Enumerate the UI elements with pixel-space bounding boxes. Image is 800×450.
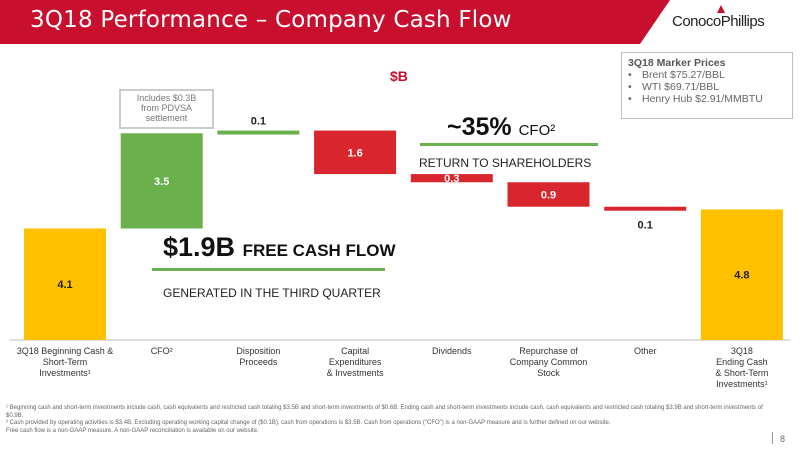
cfo-note-box: Includes $0.3B from PDVSA settlement	[119, 89, 214, 129]
marker-price-brent: Brent $75.27/BBL	[628, 69, 786, 81]
waterfall-bar	[700, 209, 783, 340]
category-label-line: Company Common	[510, 357, 588, 367]
bar-value-label: 3.5	[154, 176, 169, 188]
footer-divider	[772, 432, 773, 444]
waterfall-bar	[217, 130, 300, 135]
marker-prices-title: 3Q18 Marker Prices	[628, 57, 726, 69]
cfo-callout: ~35% CFO²	[447, 113, 555, 142]
category-label-line: Capital	[341, 346, 369, 356]
waterfall-bar	[410, 174, 493, 183]
category-label-line: Dividends	[432, 346, 472, 356]
cfo-label: CFO²	[518, 122, 556, 139]
footnote: ¹ Beginning cash and short-term investme…	[6, 405, 763, 419]
category-label-line: Short-Term	[43, 357, 88, 367]
category-label-line: & Investments	[327, 368, 385, 378]
category-label: CFO²	[151, 346, 173, 356]
company-logo: ConocoPhillips	[672, 5, 765, 30]
waterfall-bar	[604, 206, 687, 211]
footnotes: ¹ Beginning cash and short-term investme…	[6, 405, 776, 435]
cfo-note-line: Includes $0.3B	[136, 93, 197, 103]
bar-value-label: 4.1	[57, 279, 72, 291]
page-title: 3Q18 Performance – Company Cash Flow	[30, 7, 512, 33]
marker-price-henry-hub: Henry Hub $2.91/MMBTU	[628, 93, 786, 105]
bar-value-label: 4.8	[734, 270, 749, 282]
cfo-underline	[420, 143, 598, 146]
category-label: Capital Expenditures & Investments	[327, 346, 385, 378]
category-label-line: Stock	[537, 368, 560, 378]
fcf-callout: $1.9B FREE CASH FLOW	[163, 232, 396, 263]
logo-mark-icon	[717, 5, 725, 13]
marker-price-wti: WTI $69.71/BBL	[628, 81, 786, 93]
category-label-line: Investments¹	[716, 379, 768, 389]
cfo-note-line: from PDVSA	[140, 103, 192, 113]
cfo-note-line: settlement	[145, 113, 188, 123]
category-label-line: 3Q18	[731, 346, 753, 356]
category-label: 3Q18 Beginning Cash & Short-Term Investmen…	[17, 346, 114, 378]
fcf-label: FREE CASH FLOW	[242, 241, 396, 260]
footnote: ² Cash provided by operating activities …	[6, 420, 611, 426]
category-label: 3Q18 Ending Cash & Short-Term Investments¹	[715, 346, 768, 389]
footnote: Free cash flow is a non-GAAP measure. A …	[6, 427, 259, 434]
bar-value-label: 0.1	[638, 220, 653, 232]
category-label: Dividends	[432, 346, 472, 356]
category-label-line: Expenditures	[329, 357, 382, 367]
fcf-subtitle: GENERATED IN THE THIRD QUARTER	[163, 286, 381, 300]
category-label-line: & Short-Term	[715, 368, 768, 378]
cfo-percent: ~35%	[447, 113, 512, 141]
fcf-underline	[152, 268, 385, 271]
category-label-line: Disposition	[236, 346, 280, 356]
bar-value-label: 0.3	[444, 173, 459, 185]
marker-prices-list: Brent $75.27/BBL WTI $69.71/BBL Henry Hu…	[628, 69, 786, 105]
fcf-amount: $1.9B	[163, 232, 236, 262]
category-label-line: 3Q18 Beginning Cash &	[17, 346, 114, 356]
marker-prices-box: 3Q18 Marker Prices Brent $75.27/BBL WTI …	[621, 52, 793, 119]
bar-value-label: 0.1	[251, 116, 266, 128]
category-label-line: Ending Cash	[716, 357, 768, 367]
title-band	[0, 0, 670, 44]
unit-label: $B	[390, 68, 408, 84]
waterfall-bar	[507, 182, 590, 207]
bar-value-label: 1.6	[347, 147, 362, 159]
waterfall-bar	[314, 130, 397, 175]
category-label-line: Proceeds	[239, 357, 278, 367]
cfo-subtitle: RETURN TO SHAREHOLDERS	[419, 156, 592, 170]
category-label-line: Investments¹	[39, 368, 91, 378]
category-label: Repurchase of Company Common Stock	[510, 346, 588, 378]
category-label: Disposition Proceeds	[236, 346, 280, 367]
page-number: 8	[780, 434, 786, 444]
waterfall-bar	[120, 133, 203, 229]
bar-value-label: 0.9	[541, 189, 556, 201]
header-bar: 3Q18 Performance – Company Cash Flow Con…	[0, 0, 800, 44]
category-label-line: CFO²	[151, 346, 173, 356]
waterfall-bar	[24, 228, 106, 340]
logo-text: ConocoPhillips	[672, 13, 765, 30]
category-label: Other	[634, 346, 657, 356]
category-label-line: Repurchase of	[519, 346, 578, 356]
category-label-line: Other	[634, 346, 657, 356]
